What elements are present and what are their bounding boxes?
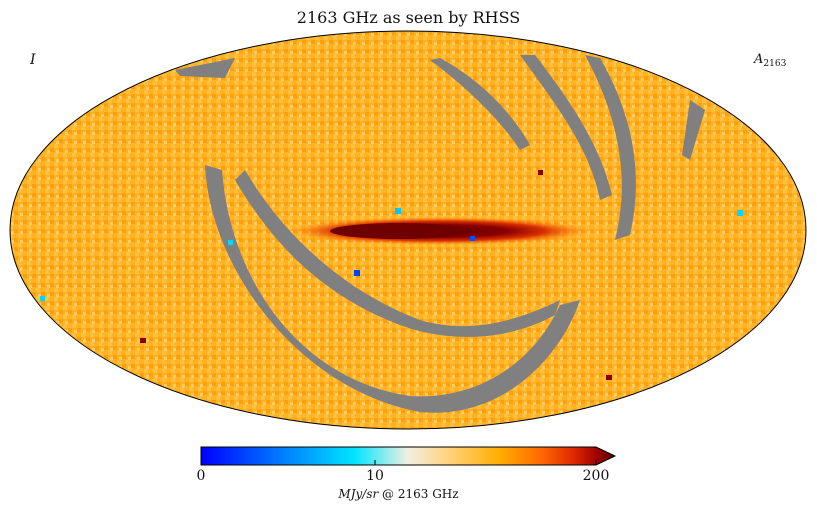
point-source	[737, 210, 743, 216]
masked-arc-right-2	[520, 55, 612, 200]
masked-arc-top-left	[175, 58, 235, 78]
galactic-center-core	[330, 223, 470, 239]
stokes-label: I	[30, 52, 36, 68]
masked-arc-inner	[235, 170, 560, 337]
point-source	[228, 240, 233, 245]
component-label-base: A	[754, 52, 764, 67]
point-source	[538, 170, 543, 175]
masked-arc-far-right	[682, 100, 705, 160]
point-sources	[40, 170, 743, 380]
component-label: A2163	[754, 52, 786, 69]
point-source	[470, 236, 475, 241]
colorbar-unit-label: MJy/sr @ 2163 GHz	[0, 487, 797, 501]
point-source	[395, 208, 401, 214]
point-source	[40, 296, 45, 301]
point-source	[354, 270, 360, 276]
figure-title: 2163 GHz as seen by RHSS	[296, 8, 521, 27]
map-outline	[9, 30, 807, 430]
masked-scan-gaps	[175, 55, 705, 413]
map-pixels	[10, 31, 806, 429]
colorbar-gradient	[200, 446, 617, 466]
colorbar-tick-label-max: 200	[582, 468, 610, 484]
point-source	[140, 338, 146, 343]
mollweide-sky-map	[9, 30, 807, 430]
point-source	[606, 375, 612, 380]
masked-arc-right-3	[430, 58, 530, 150]
colorbar	[200, 446, 617, 466]
colorbar-tick-label-mid: 10	[366, 468, 384, 484]
unit-label-italic: MJy/sr	[338, 487, 379, 501]
colorbar-tick-label-min: 0	[196, 468, 206, 484]
masked-arc-right-1	[585, 55, 636, 240]
component-label-subscript: 2163	[763, 59, 787, 69]
unit-label-rest: @ 2163 GHz	[378, 487, 459, 501]
